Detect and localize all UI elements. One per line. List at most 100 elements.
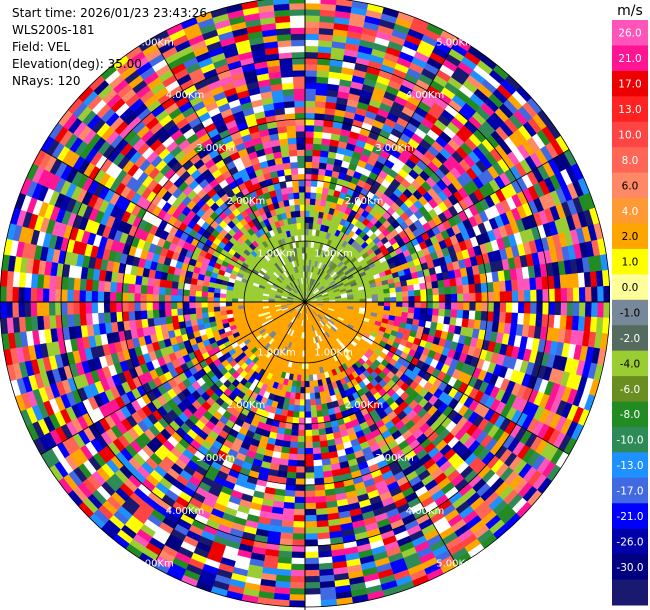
- gate: [353, 296, 361, 300]
- gate: [310, 186, 318, 194]
- gate: [54, 288, 62, 303]
- gate: [304, 0, 322, 4]
- gate: [213, 301, 220, 308]
- gate: [517, 278, 525, 292]
- gate: [97, 280, 106, 292]
- gate: [207, 306, 215, 313]
- gate: [318, 168, 327, 176]
- gate: [304, 51, 319, 59]
- gate: [290, 563, 306, 571]
- gate: [152, 285, 160, 295]
- gate: [291, 551, 306, 559]
- gate: [66, 301, 74, 315]
- gate: [304, 167, 313, 175]
- metadata-panel: Start time: 2026/01/23 23:43:26 WLS200s-…: [12, 5, 207, 90]
- gate: [115, 291, 123, 303]
- gate: [314, 119, 325, 127]
- gate: [289, 582, 306, 589]
- gate: [292, 417, 300, 425]
- gate: [304, 502, 317, 510]
- gate: [304, 88, 317, 96]
- gate: [312, 453, 322, 461]
- gate: [426, 295, 434, 303]
- gate: [294, 392, 301, 400]
- gate: [288, 600, 306, 608]
- gate: [365, 294, 373, 300]
- gate: [219, 301, 227, 307]
- gate: [286, 410, 294, 418]
- gate: [320, 0, 337, 5]
- gate: [103, 301, 111, 313]
- gate: [170, 294, 178, 303]
- gate: [463, 301, 470, 311]
- gate: [304, 222, 310, 230]
- gate: [304, 393, 311, 400]
- gate: [249, 304, 257, 308]
- gate: [438, 294, 446, 303]
- gate: [296, 447, 306, 455]
- gate: [304, 82, 317, 89]
- gate: [390, 301, 397, 308]
- gate: [182, 307, 190, 315]
- gate: [304, 399, 311, 406]
- gate: [182, 295, 190, 303]
- gate: [450, 293, 458, 303]
- gate: [304, 405, 311, 413]
- gate: [213, 306, 221, 312]
- gate: [438, 287, 446, 296]
- gate: [103, 312, 112, 324]
- gate: [432, 294, 440, 303]
- gate: [313, 386, 320, 394]
- gate: [281, 514, 295, 522]
- gate: [312, 155, 321, 163]
- gate: [293, 508, 306, 516]
- gate: [146, 309, 154, 319]
- gate: [188, 295, 196, 303]
- gate: [304, 569, 320, 577]
- gate: [312, 143, 322, 151]
- gate: [407, 290, 415, 297]
- gate: [213, 296, 220, 303]
- gate: [481, 292, 489, 303]
- gate: [54, 301, 62, 316]
- gate: [304, 2, 321, 10]
- gate: [292, 521, 306, 528]
- gate: [304, 551, 319, 559]
- gate: [443, 316, 451, 326]
- gate: [18, 286, 25, 303]
- gate: [524, 301, 531, 315]
- gate: [319, 440, 329, 448]
- gate: [304, 45, 319, 53]
- gate: [298, 423, 306, 431]
- gate: [498, 280, 507, 292]
- gate: [414, 295, 422, 303]
- gate: [295, 386, 301, 394]
- gate: [304, 374, 310, 382]
- gate: [468, 283, 476, 294]
- gate: [109, 301, 117, 313]
- gate: [201, 301, 208, 308]
- gate: [304, 575, 320, 583]
- gate: [5, 301, 13, 318]
- gate: [282, 508, 295, 516]
- gate: [408, 301, 416, 308]
- gate: [304, 27, 320, 35]
- gate: [310, 192, 317, 200]
- gate: [292, 527, 306, 535]
- gate: [463, 293, 470, 303]
- gate: [293, 515, 306, 522]
- gate: [284, 489, 296, 498]
- gate: [24, 301, 32, 317]
- gate: [299, 399, 306, 406]
- gate: [554, 288, 562, 303]
- gate: [401, 290, 409, 298]
- gate: [315, 501, 327, 510]
- gate: [294, 484, 306, 492]
- gate: [517, 312, 525, 326]
- gate: [295, 478, 306, 486]
- gate: [140, 284, 148, 294]
- gate: [456, 309, 464, 319]
- gate: [219, 310, 227, 316]
- gate: [201, 290, 209, 298]
- gate: [504, 312, 513, 324]
